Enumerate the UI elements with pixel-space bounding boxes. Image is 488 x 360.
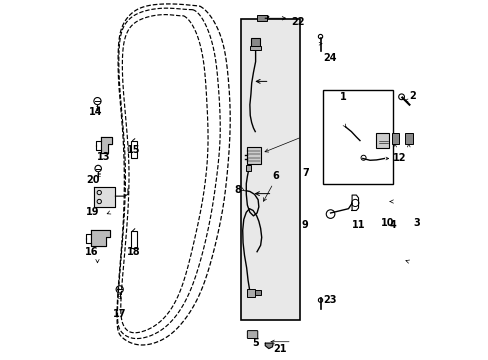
Text: 23: 23	[323, 295, 336, 305]
Polygon shape	[101, 137, 112, 153]
Bar	[250, 45, 261, 50]
Bar	[246, 147, 261, 164]
Text: 2: 2	[408, 91, 415, 101]
Bar	[376, 134, 388, 148]
Text: 14: 14	[88, 107, 102, 117]
Text: 9: 9	[301, 220, 307, 230]
Polygon shape	[94, 187, 115, 207]
Text: 21: 21	[273, 343, 286, 354]
Text: 16: 16	[85, 247, 98, 257]
Bar	[131, 231, 137, 248]
Polygon shape	[265, 343, 273, 348]
Bar	[254, 290, 261, 296]
Text: 11: 11	[351, 220, 365, 230]
Bar	[257, 15, 266, 22]
Bar	[250, 38, 260, 46]
Text: 10: 10	[380, 218, 393, 228]
Bar	[391, 134, 398, 144]
Text: 13: 13	[96, 152, 110, 162]
Text: 4: 4	[389, 220, 396, 230]
Text: 19: 19	[86, 207, 99, 217]
Text: 22: 22	[290, 17, 304, 27]
Text: 17: 17	[113, 309, 126, 319]
Bar	[241, 19, 300, 320]
Bar	[323, 90, 392, 184]
Bar	[246, 289, 254, 297]
Text: 20: 20	[86, 175, 99, 185]
Text: 6: 6	[272, 171, 279, 181]
Text: 12: 12	[392, 153, 406, 163]
Bar	[245, 165, 250, 171]
Text: 18: 18	[126, 247, 140, 257]
Text: 15: 15	[126, 144, 140, 154]
Text: 3: 3	[412, 218, 419, 228]
Polygon shape	[91, 230, 110, 246]
Bar	[131, 140, 137, 158]
Text: 8: 8	[234, 185, 241, 195]
FancyBboxPatch shape	[247, 330, 257, 338]
Text: 5: 5	[251, 338, 258, 348]
Text: 1: 1	[339, 92, 346, 102]
Bar	[405, 133, 412, 144]
Text: 24: 24	[323, 53, 336, 63]
Text: 7: 7	[301, 168, 308, 178]
